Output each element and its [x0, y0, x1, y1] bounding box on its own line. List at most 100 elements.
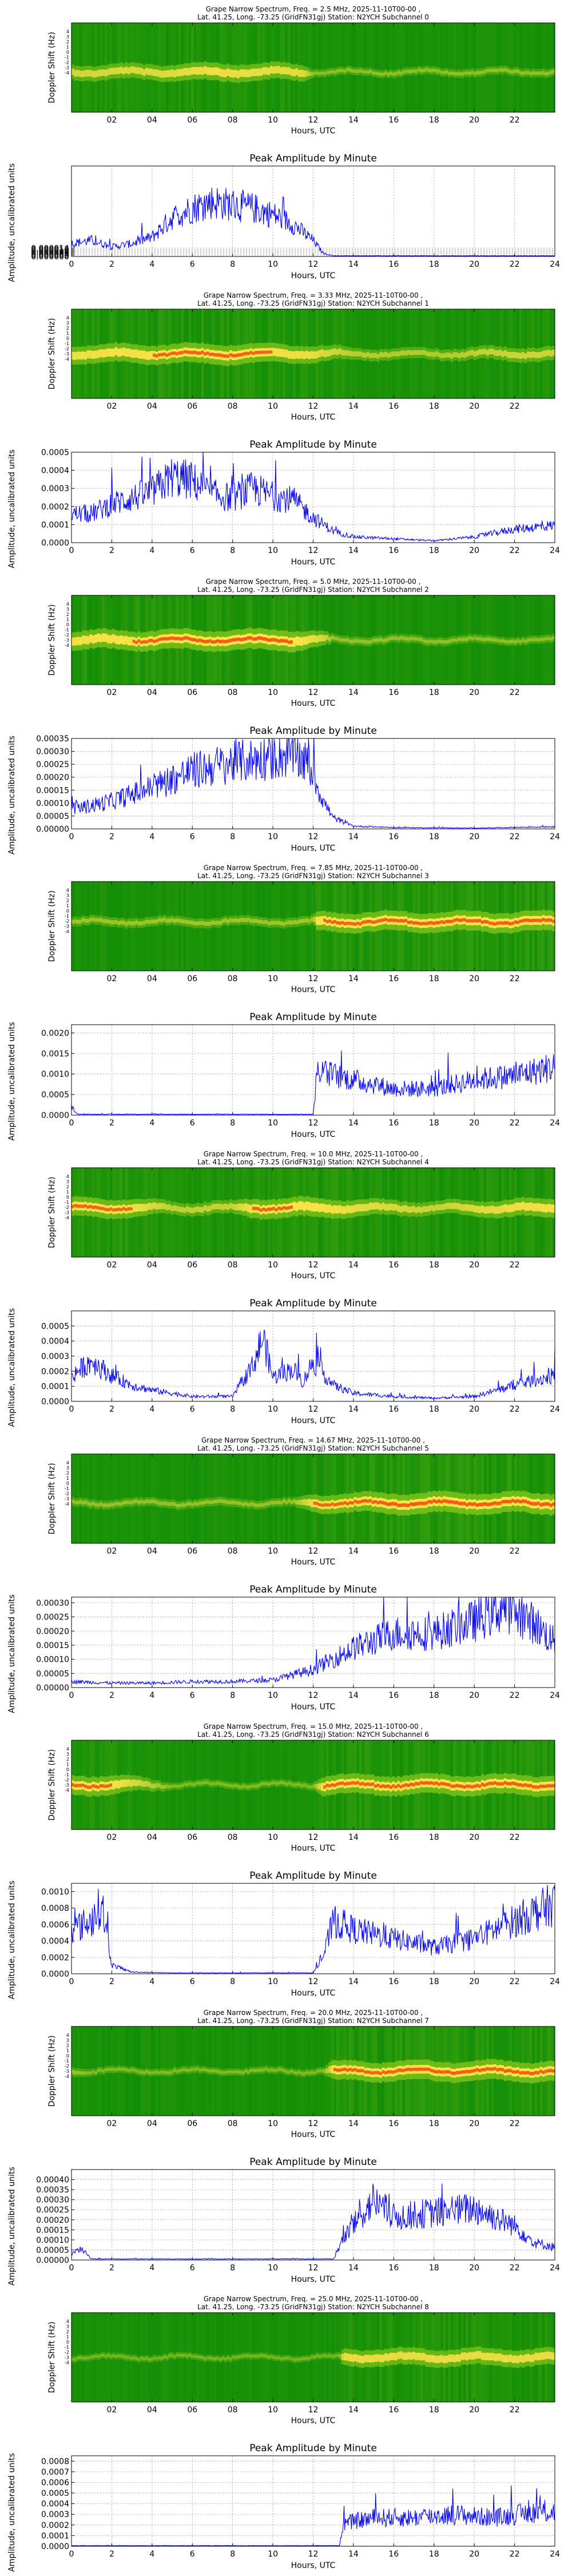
spectrogram-streak [234, 1740, 237, 1830]
spectrogram-trace [170, 1784, 174, 1788]
spectrogram-ytick-label: 3 [66, 1465, 69, 1471]
spectrogram-streak [285, 1454, 288, 1543]
spectrogram-ytick-label: -2 [65, 60, 69, 65]
spectrogram-streak [496, 23, 499, 112]
spectrogram-ylabel: Doppler Shift (Hz) [47, 32, 57, 104]
spectrogram-streak [425, 23, 428, 112]
spectrogram-trace [265, 920, 268, 924]
spectrogram-core [450, 1784, 454, 1788]
spectrogram-halo [178, 916, 181, 926]
spectrogram-streak [481, 23, 484, 112]
spectrogram-trace [170, 69, 174, 77]
spectrogram-ytick-label: -2 [65, 633, 69, 638]
spectrogram-streak [308, 1740, 311, 1830]
spectrogram-halo [415, 67, 418, 76]
spectrogram-title: Grape Narrow Spectrum, Freq. = 14.67 MHz… [201, 1436, 425, 1444]
spectrogram-core [260, 1208, 263, 1212]
spectrogram-trace [331, 349, 334, 355]
spectrogram-core [351, 922, 355, 926]
spectrogram-streak [488, 23, 492, 112]
spectrogram-halo [267, 918, 271, 929]
spectrogram-trace [509, 70, 512, 74]
spectrogram-core [89, 1785, 92, 1789]
spectrogram-halo [550, 635, 553, 643]
spectrogram-trace [188, 1502, 192, 1506]
spectrogram-core [148, 639, 151, 643]
spectrogram-halo [471, 634, 474, 643]
spectrogram-core [165, 353, 169, 357]
spectrogram-trace [496, 638, 499, 642]
spectrogram-core [417, 1782, 420, 1786]
spectrogram-streak [234, 1454, 237, 1543]
spectrogram-trace [379, 72, 382, 76]
spectrogram-streak [399, 595, 403, 685]
spectrogram-trace [384, 351, 387, 357]
spectrogram-trace [450, 1203, 454, 1210]
spectrogram-trace [364, 1204, 367, 1211]
spectrogram-trace [280, 67, 283, 75]
spectrogram-streak [211, 882, 214, 971]
spectrogram-halo [325, 68, 329, 77]
spectrogram-core [114, 1208, 118, 1212]
spectrogram-xtick-label: 12 [308, 974, 319, 983]
spectrogram-streak [308, 23, 311, 112]
amplitude-xtick-label: 24 [550, 1119, 560, 1128]
spectrogram-trace [311, 351, 313, 359]
spectrogram-trace [216, 1781, 220, 1785]
spectrogram-trace [394, 1204, 398, 1211]
spectrogram-core [343, 1782, 347, 1786]
amplitude-series-line [71, 1329, 555, 1400]
spectrogram-xtick-label: 16 [388, 116, 399, 125]
spectrogram-core [249, 351, 253, 354]
spectrogram-trace [331, 1206, 334, 1214]
amplitude-xtick-label: 10 [268, 260, 278, 269]
spectrogram-trace [112, 634, 116, 643]
amplitude-ytick-label: 0.0020 [41, 1029, 69, 1038]
spectrogram-trace [145, 68, 148, 75]
spectrogram-trace [265, 1782, 268, 1785]
spectrogram-core [145, 640, 148, 644]
spectrogram-trace [280, 1781, 283, 1784]
spectrogram-halo [109, 1500, 113, 1509]
spectrogram-core [379, 1500, 382, 1504]
spectrogram-trace [448, 1203, 451, 1209]
spectrogram-trace [371, 353, 375, 358]
spectrogram-streak [277, 1740, 281, 1830]
spectrogram-core [491, 922, 494, 926]
spectrogram-core [362, 1781, 364, 1785]
spectrogram-core [539, 1503, 543, 1507]
spectrogram-halo [338, 635, 341, 645]
spectrogram-trace [404, 350, 408, 355]
spectrogram-streak [290, 1740, 293, 1830]
spectrogram-core [260, 636, 263, 640]
spectrogram-trace [417, 350, 420, 355]
spectrogram-trace [422, 1206, 426, 1212]
spectrogram-streak [178, 882, 181, 971]
spectrogram-trace [320, 1203, 324, 1212]
spectrogram-trace [150, 1499, 153, 1503]
spectrogram-core [527, 918, 530, 922]
spectrogram-trace [432, 352, 436, 357]
spectrogram-streak [92, 1454, 95, 1543]
spectrogram-core [466, 1503, 469, 1507]
spectrogram-trace [356, 351, 359, 357]
spectrogram-halo [422, 66, 426, 75]
spectrogram-streak [163, 1454, 166, 1543]
spectrogram-streak [318, 23, 321, 112]
spectrogram-streak [272, 1740, 276, 1830]
spectrogram-streak [201, 882, 204, 971]
spectrogram-trace [331, 635, 334, 640]
spectrogram-halo [241, 1500, 245, 1509]
amplitude-xtick-label: 18 [429, 832, 439, 841]
spectrogram-halo [468, 69, 471, 78]
spectrogram-streak [72, 1454, 74, 1543]
spectrogram-streak [160, 1740, 164, 1830]
amplitude-xtick-label: 20 [469, 832, 479, 841]
spectrogram-trace [206, 1206, 209, 1212]
spectrogram-core [76, 1204, 80, 1208]
spectrogram-core [501, 1500, 505, 1504]
spectrogram-core [277, 639, 281, 643]
spectrogram-trace [219, 1499, 222, 1503]
spectrogram-core [229, 353, 232, 357]
spectrogram-trace [320, 71, 324, 75]
